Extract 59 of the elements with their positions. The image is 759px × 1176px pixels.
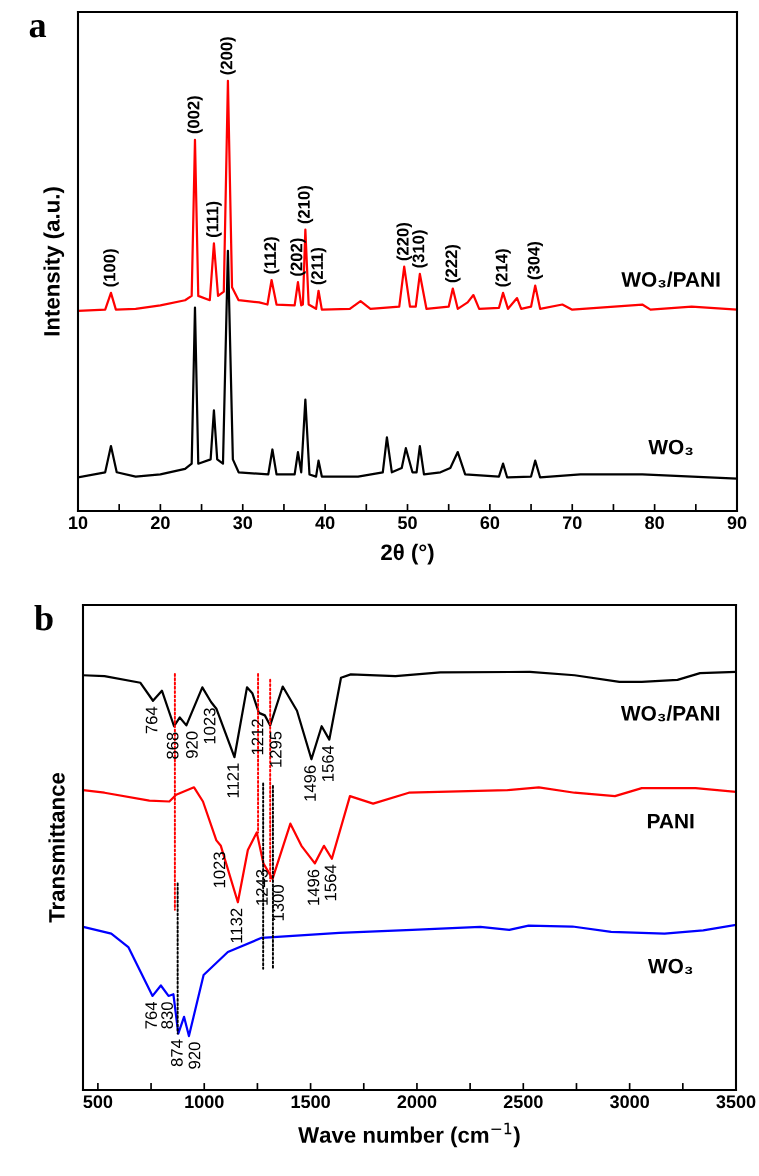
- x-tick-label: 1500: [291, 1095, 330, 1109]
- series-label: WO₃/PANI: [621, 271, 720, 288]
- annotation: (304): [527, 241, 543, 280]
- chart-title: a: [29, 20, 47, 38]
- series-label: WO₃: [648, 439, 693, 455]
- x-tick-label: 2500: [503, 1095, 543, 1109]
- annotation: 1295: [269, 731, 282, 767]
- x-tick-label: 1000: [185, 1095, 224, 1109]
- annotation: 1300: [272, 885, 284, 921]
- annotation: 1212: [251, 719, 264, 755]
- x-tick-label: 10: [69, 516, 88, 530]
- x-tick-label: 3000: [609, 1095, 649, 1109]
- annotation: (222): [445, 244, 461, 283]
- annotation: 1564: [321, 745, 334, 781]
- annotation: 1496: [307, 869, 320, 905]
- x-tick-label: 20: [150, 516, 170, 530]
- x-tick-label: 90: [727, 516, 747, 530]
- x-tick-label: 500: [83, 1095, 113, 1109]
- annotation: 1564: [324, 864, 337, 901]
- annotation: (002): [187, 96, 203, 134]
- annotation: 1243: [256, 869, 268, 905]
- x-axis-title: 2θ (°): [381, 543, 434, 565]
- annotation: 868: [166, 732, 179, 759]
- series-label: WO₃/PANI: [620, 705, 720, 722]
- annotation: 920: [188, 1042, 201, 1069]
- annotation: 1496: [304, 765, 316, 801]
- annotation: 764: [145, 1001, 158, 1029]
- y-axis-title: Transmittance: [48, 772, 65, 923]
- x-axis-title: Wave number (cm$^{−1}$): [298, 1122, 520, 1148]
- annotation: 764: [145, 706, 158, 734]
- x-tick-label: 70: [562, 516, 582, 530]
- x-tick-label: 3500: [716, 1095, 756, 1109]
- annotation: (214): [495, 249, 511, 287]
- annotation: 1121: [227, 763, 239, 798]
- series-label: WO₃: [647, 958, 693, 975]
- annotation: 874: [170, 1039, 183, 1067]
- x-tick-label: 2000: [397, 1095, 437, 1109]
- y-axis-title: Intensity (a.u.): [43, 187, 65, 336]
- annotation: (210): [297, 186, 314, 224]
- annotation: 1023: [203, 708, 216, 744]
- annotation: (211): [310, 248, 327, 285]
- annotation: (310): [412, 230, 428, 268]
- annotation: (100): [103, 249, 119, 287]
- x-tick-label: 30: [233, 516, 253, 530]
- x-tick-label: 50: [398, 516, 417, 530]
- x-tick-label: 60: [480, 516, 500, 530]
- series-label: PANI: [647, 813, 694, 829]
- annotation: 920: [185, 731, 198, 758]
- annotation: (200): [220, 37, 236, 75]
- x-tick-label: 40: [315, 516, 335, 530]
- chart-title: b: [34, 605, 53, 631]
- annotation: (112): [263, 237, 280, 274]
- annotation: 1023: [213, 852, 226, 888]
- x-tick-label: 80: [645, 516, 664, 530]
- annotation: (111): [206, 201, 222, 238]
- annotation: 1132: [230, 908, 243, 943]
- annotation: 830: [161, 1002, 173, 1029]
- annotation: (220): [396, 223, 412, 261]
- annotation: (202): [290, 238, 306, 276]
